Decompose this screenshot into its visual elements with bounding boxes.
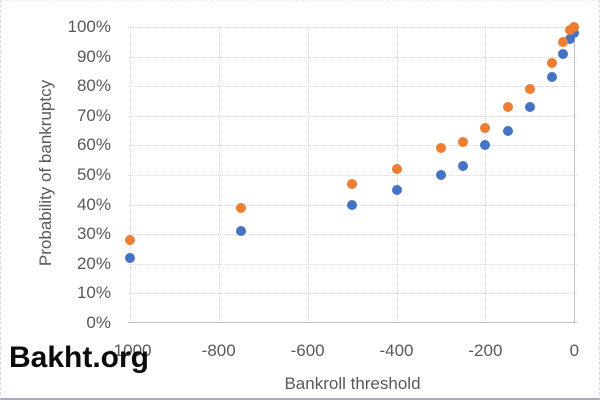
data-point-series-orange <box>502 101 513 112</box>
gridline-y-50 <box>128 175 577 176</box>
x-axis-line <box>128 322 577 323</box>
y-tick-label: 80% <box>76 76 111 96</box>
data-point-series-blue <box>435 170 446 180</box>
y-tick-label: 20% <box>76 253 111 273</box>
y-tick-label: 70% <box>76 105 111 125</box>
data-point-series-blue <box>547 72 558 83</box>
data-point-series-orange <box>124 235 135 246</box>
gridline-x--800 <box>218 27 220 323</box>
y-tick-label: 50% <box>76 165 111 184</box>
y-tick-label: 0% <box>86 313 111 332</box>
data-point-series-orange <box>558 36 569 47</box>
data-point-series-blue <box>391 184 402 195</box>
y-tick-label: 30% <box>76 224 111 244</box>
data-point-series-blue <box>569 27 580 38</box>
data-point-series-orange <box>391 164 402 175</box>
x-tick-label: 0 <box>569 341 580 360</box>
data-point-series-blue <box>564 33 575 44</box>
data-point-series-orange <box>435 143 446 154</box>
y-tick-label: 10% <box>76 283 111 303</box>
gridline-y-30 <box>128 234 577 236</box>
data-point-series-orange <box>347 178 358 189</box>
data-point-series-orange <box>569 22 580 32</box>
plot-area <box>124 22 580 323</box>
x-axis-tick-labels: -1000 -800 -600 -400 -200 0 <box>108 341 580 363</box>
data-point-series-blue <box>458 161 469 172</box>
data-point-series-blue <box>347 199 358 210</box>
data-point-series-blue <box>502 125 513 136</box>
y-axis-line <box>574 27 576 323</box>
data-point-series-blue <box>480 140 491 151</box>
y-tick-label: 100% <box>67 17 111 36</box>
x-tick-label: -400 <box>379 341 414 360</box>
data-point-series-orange <box>480 122 491 133</box>
gridline-y-80 <box>128 86 577 88</box>
x-axis-title: Bankroll threshold <box>284 374 421 393</box>
data-point-series-blue <box>524 101 535 112</box>
x-tick-label: -1000 <box>108 341 152 360</box>
y-tick-label: 60% <box>76 135 111 155</box>
data-point-series-blue <box>558 48 569 59</box>
data-point-series-orange <box>524 84 535 95</box>
gridline-y-90 <box>128 56 577 58</box>
gridline-x--600 <box>307 27 309 323</box>
data-point-series-blue <box>124 252 135 263</box>
gridline-y-10 <box>128 293 577 295</box>
gridline-x--1000 <box>129 27 131 323</box>
data-point-series-orange <box>458 137 469 148</box>
gridline-y-70 <box>128 115 577 117</box>
x-tick-label: -600 <box>290 341 325 360</box>
y-tick-label: 40% <box>76 194 111 214</box>
gridline-y-60 <box>128 145 577 147</box>
gridline-y-100 <box>128 27 577 28</box>
x-tick-label: -800 <box>201 341 236 360</box>
watermark: Bakht.org <box>9 341 150 374</box>
y-axis-tick-labels: 0% 10% 20% 30% 40% 50% 60% 70% 80% 90% 100% <box>1 18 111 332</box>
data-point-series-orange <box>235 202 246 213</box>
data-point-series-orange <box>547 57 558 68</box>
data-point-series-blue <box>235 226 246 237</box>
x-tick-label: -200 <box>468 341 503 360</box>
gridline-y-20 <box>128 263 577 265</box>
y-tick-label: 90% <box>76 46 111 66</box>
gridline-x--400 <box>396 27 398 323</box>
gridline-x--200 <box>485 27 487 323</box>
